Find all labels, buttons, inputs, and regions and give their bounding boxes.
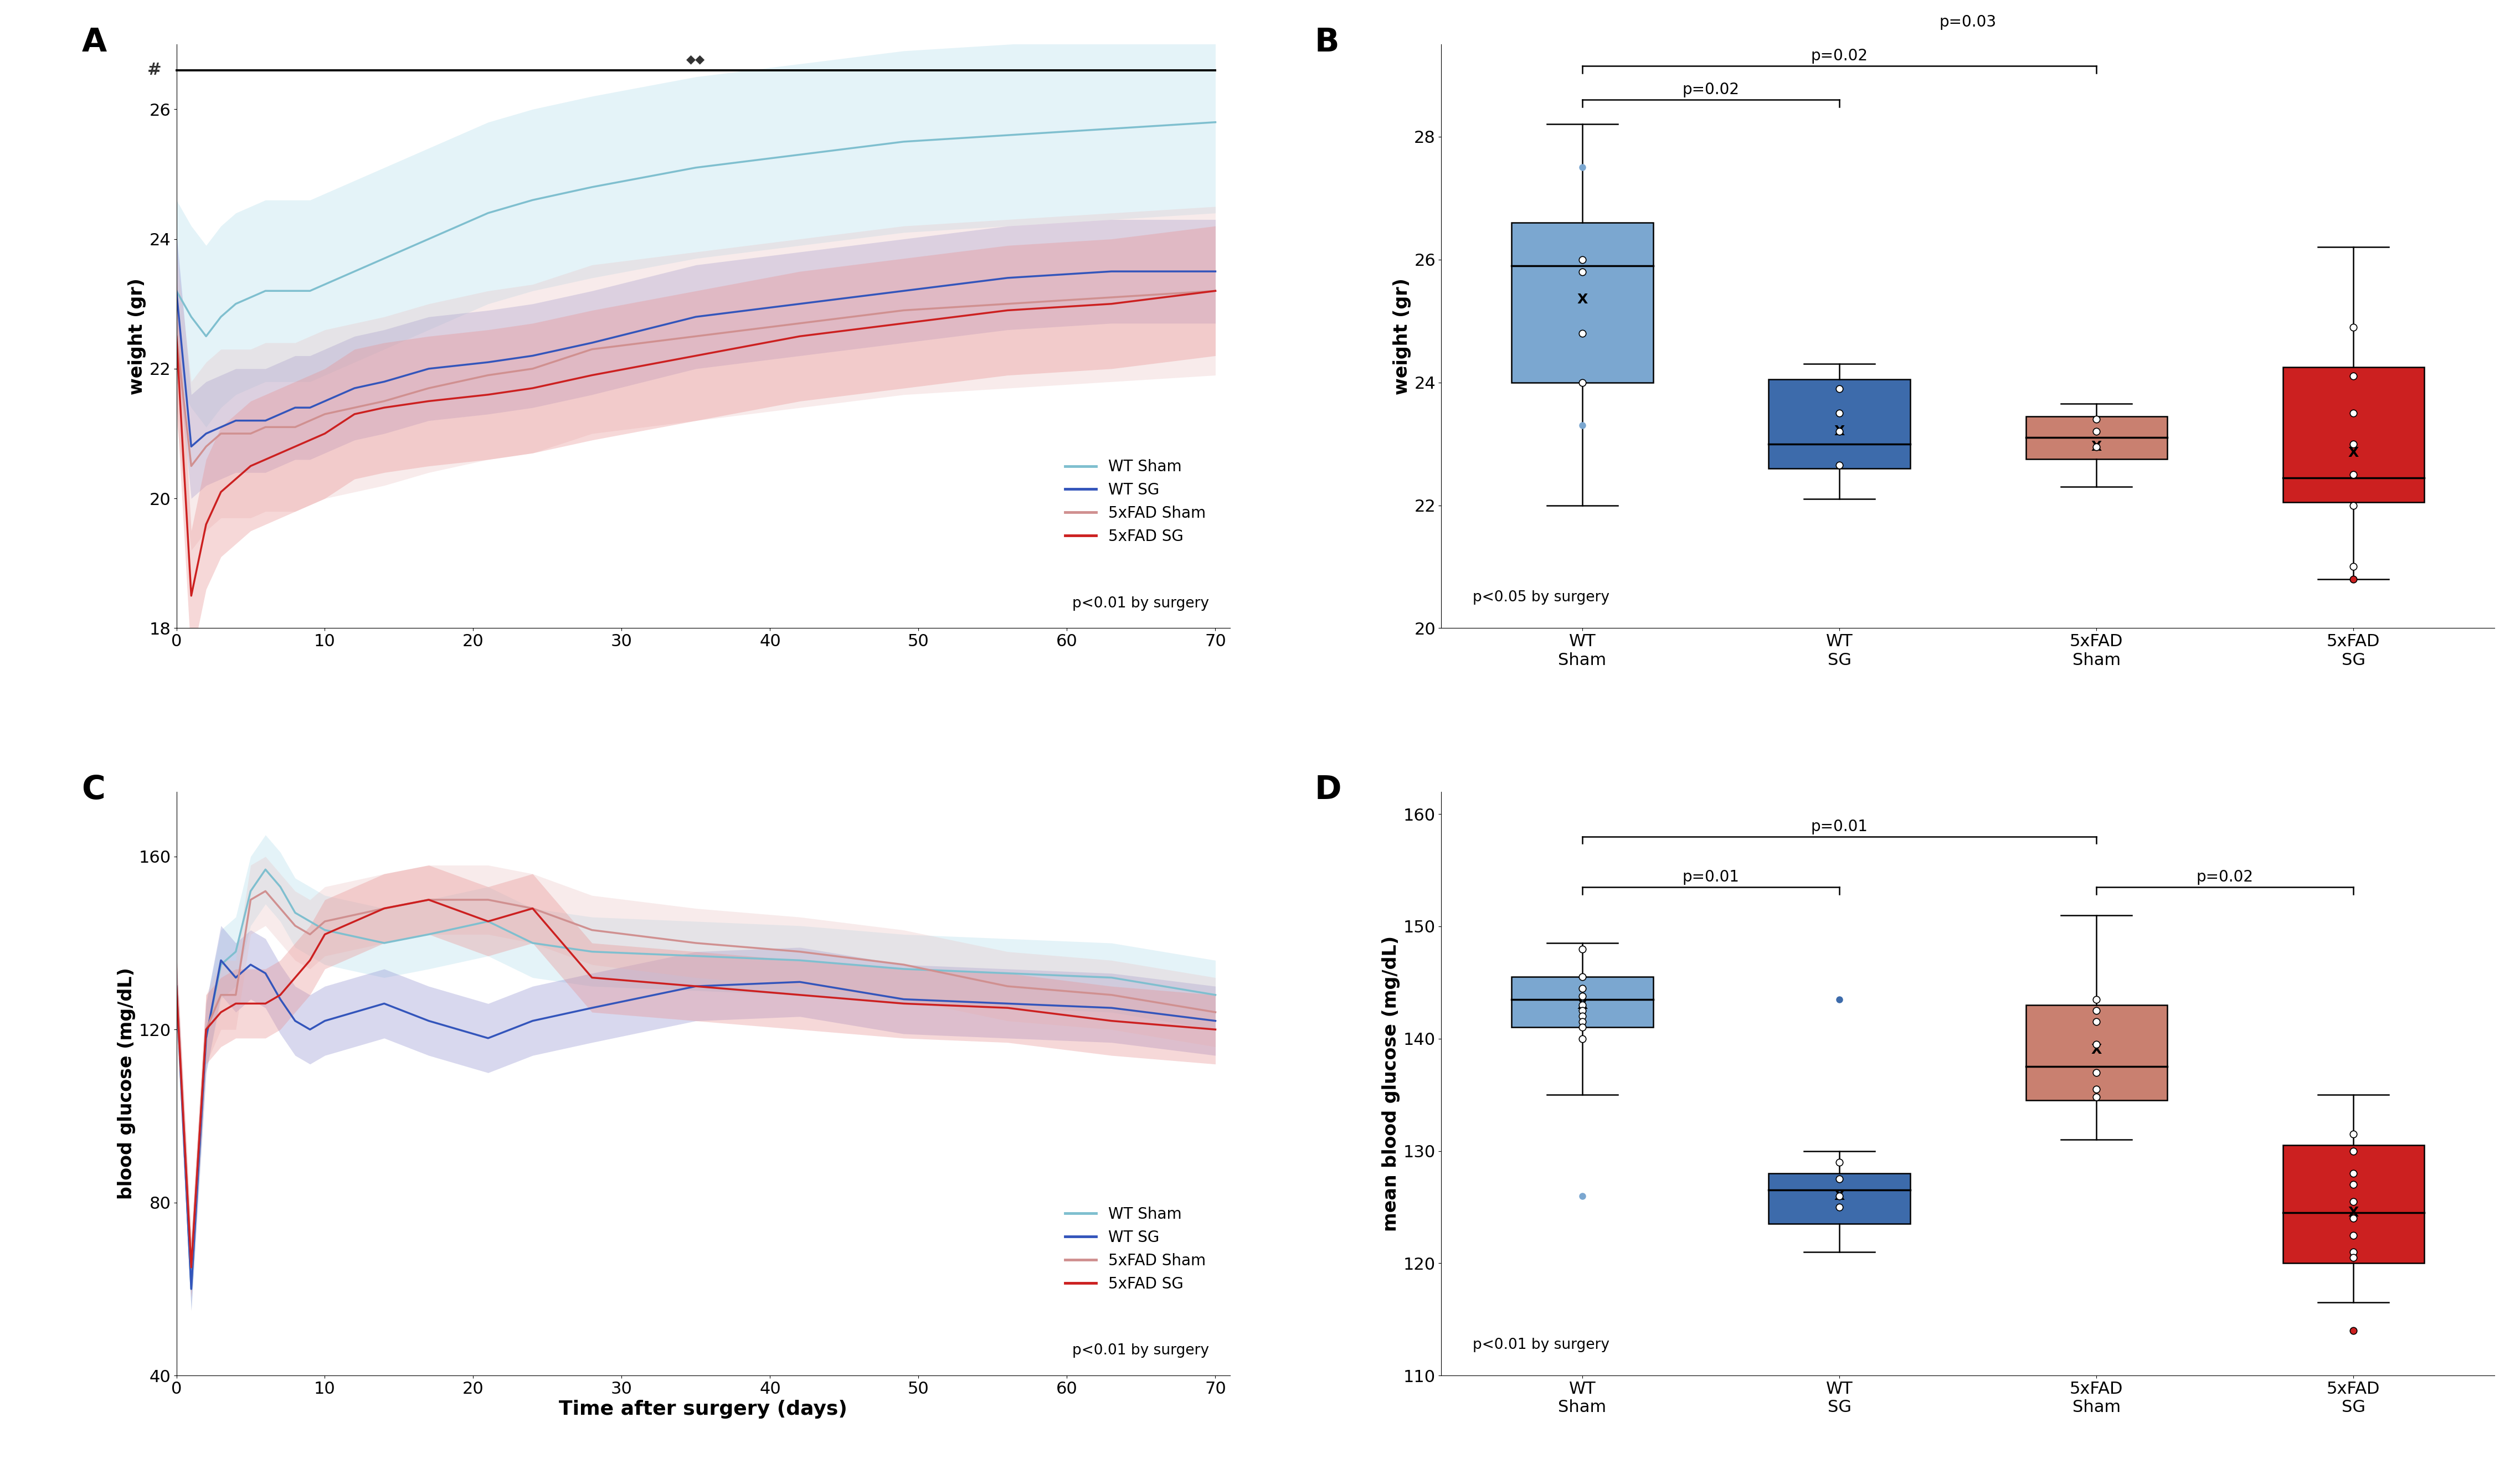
- Bar: [2026, 1004, 2167, 1100]
- Bar: [2026, 416, 2167, 458]
- Text: X: X: [2092, 441, 2102, 454]
- Text: X: X: [2349, 1205, 2359, 1219]
- Text: X: X: [1835, 1189, 1845, 1202]
- Bar: [2283, 367, 2424, 503]
- Y-axis label: weight (gr): weight (gr): [129, 278, 146, 395]
- Text: p<0.01 by surgery: p<0.01 by surgery: [1472, 1337, 1610, 1352]
- Text: p=0.02: p=0.02: [1683, 81, 1739, 98]
- Text: ◆◆: ◆◆: [685, 55, 706, 65]
- Text: p=0.01: p=0.01: [1683, 870, 1739, 884]
- Bar: [1769, 1173, 1910, 1225]
- Text: X: X: [1578, 293, 1588, 306]
- Y-axis label: weight (gr): weight (gr): [1394, 278, 1411, 395]
- Text: D: D: [1315, 774, 1341, 806]
- Bar: [1512, 222, 1653, 383]
- Text: p=0.03: p=0.03: [1940, 15, 1996, 30]
- Bar: [2283, 1145, 2424, 1263]
- Text: C: C: [81, 774, 106, 806]
- Text: X: X: [2349, 447, 2359, 460]
- Text: X: X: [1578, 998, 1588, 1012]
- Text: #: #: [146, 62, 161, 78]
- Text: p<0.01 by surgery: p<0.01 by surgery: [1074, 596, 1210, 611]
- Text: p=0.02: p=0.02: [2197, 870, 2253, 884]
- Text: p=0.02: p=0.02: [1812, 47, 1867, 64]
- Y-axis label: mean blood glucose (mg/dL): mean blood glucose (mg/dL): [1381, 936, 1401, 1232]
- Legend: WT Sham, WT SG, 5xFAD Sham, 5xFAD SG: WT Sham, WT SG, 5xFAD Sham, 5xFAD SG: [1058, 1201, 1212, 1297]
- Text: A: A: [81, 27, 106, 58]
- X-axis label: Time after surgery (days): Time after surgery (days): [559, 1401, 847, 1418]
- Bar: [1512, 978, 1653, 1028]
- Text: X: X: [1835, 424, 1845, 438]
- Text: p<0.05 by surgery: p<0.05 by surgery: [1472, 590, 1610, 605]
- Text: p<0.01 by surgery: p<0.01 by surgery: [1074, 1343, 1210, 1358]
- Y-axis label: blood glucose (mg/dL): blood glucose (mg/dL): [118, 967, 136, 1199]
- Text: p=0.01: p=0.01: [1812, 819, 1867, 834]
- Legend: WT Sham, WT SG, 5xFAD Sham, 5xFAD SG: WT Sham, WT SG, 5xFAD Sham, 5xFAD SG: [1058, 453, 1212, 550]
- Bar: [1769, 379, 1910, 469]
- Text: B: B: [1315, 27, 1338, 58]
- Text: X: X: [2092, 1043, 2102, 1056]
